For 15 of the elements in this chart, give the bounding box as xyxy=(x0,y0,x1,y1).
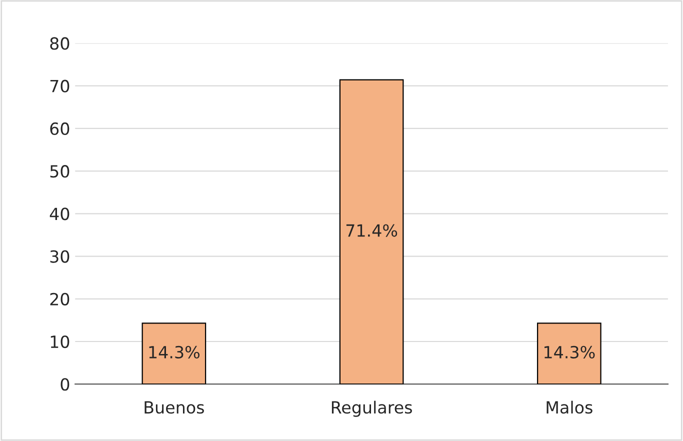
y-tick-label: 40 xyxy=(50,208,70,220)
y-tick-label: 10 xyxy=(50,335,70,348)
y-tick-label: 50 xyxy=(50,165,70,178)
x-tick-label: Buenos xyxy=(144,401,204,414)
data-label: 71.4% xyxy=(346,224,398,237)
y-tick-label: 20 xyxy=(50,292,70,306)
x-tick-label: Malos xyxy=(546,400,592,414)
data-label: 14.3% xyxy=(544,346,595,358)
y-tick-label: 70 xyxy=(50,80,70,92)
data-label: 14.3% xyxy=(149,346,200,358)
y-tick-label: 80 xyxy=(50,37,70,50)
y-tick-label: 60 xyxy=(50,122,70,136)
x-tick-label: Regulares xyxy=(332,400,412,417)
y-tick-label: 0 xyxy=(60,378,70,391)
y-tick-label: 30 xyxy=(50,250,70,263)
